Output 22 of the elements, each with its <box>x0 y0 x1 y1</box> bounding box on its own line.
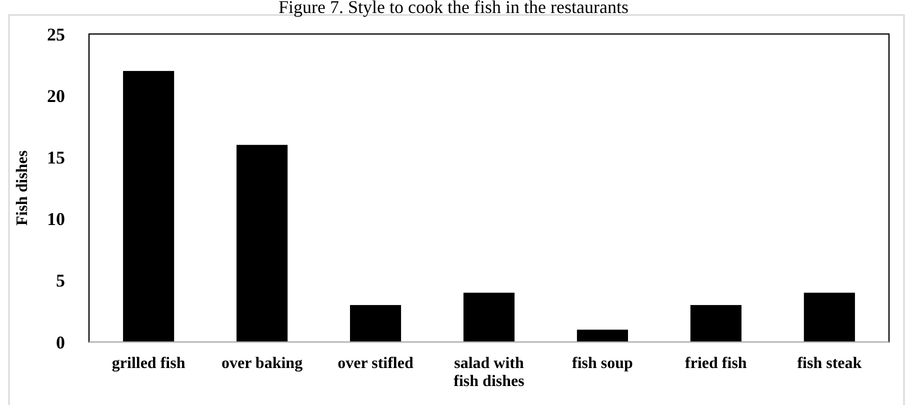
bar <box>576 330 628 342</box>
x-tick-label: over stifled <box>338 355 414 372</box>
y-tick-label: 5 <box>56 270 65 291</box>
x-tick-label: salad with fish dishes <box>454 355 524 390</box>
y-tick-label: 20 <box>47 86 65 106</box>
x-tick-label: fried fish <box>685 355 747 372</box>
y-axis-title: Fish dishes <box>14 150 31 226</box>
y-tick-label: 10 <box>47 209 65 230</box>
x-tick-label: over baking <box>222 355 303 372</box>
chart-title: Figure 7. Style to cook the fish in the restaurants <box>278 0 628 17</box>
bar <box>350 305 402 342</box>
x-tick-label: fish steak <box>797 355 862 372</box>
bar <box>123 70 174 342</box>
x-tick-label: fish soup <box>572 355 634 372</box>
y-tick-label: 15 <box>47 148 65 168</box>
y-tick-label: 0 <box>56 332 65 352</box>
bar <box>690 305 742 342</box>
bar <box>463 292 515 342</box>
bar <box>236 144 288 342</box>
bar <box>804 292 855 342</box>
y-tick-label: 25 <box>47 24 65 44</box>
x-tick-label: grilled fish <box>112 355 186 372</box>
